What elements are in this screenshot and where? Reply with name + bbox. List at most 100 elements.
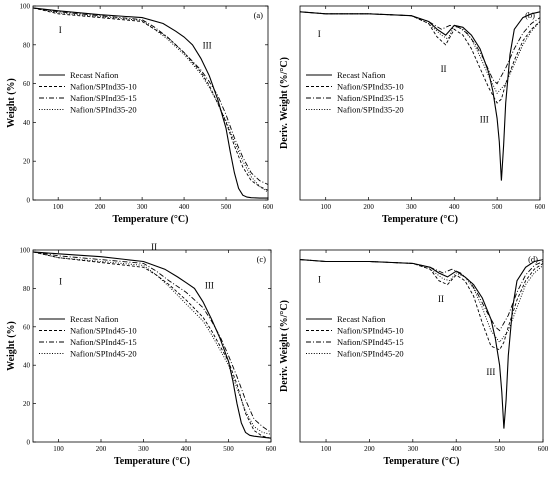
plot-frame bbox=[299, 249, 544, 443]
region-label: I bbox=[59, 25, 62, 35]
legend-entry: Recast Nafion bbox=[70, 314, 119, 324]
y-tick-label: 60 bbox=[23, 80, 31, 88]
region-label: II bbox=[438, 294, 444, 304]
region-label: III bbox=[205, 280, 214, 290]
x-tick-label: 300 bbox=[408, 445, 419, 453]
y-tick-label: 80 bbox=[23, 285, 31, 293]
x-tick-label: 200 bbox=[95, 203, 106, 211]
legend-entry: Nafion/SPInd45-10 bbox=[337, 326, 404, 336]
x-tick-label: 500 bbox=[223, 445, 234, 453]
series-line-0 bbox=[299, 11, 541, 181]
y-tick-label: 0 bbox=[27, 439, 31, 447]
x-tick-label: 600 bbox=[263, 203, 274, 211]
legend: Recast NafionNafion/SPInd35-10Nafion/SPI… bbox=[39, 70, 137, 115]
plot-frame bbox=[299, 5, 541, 201]
panel-d: 100 200 300 400 500 600 Temperature (°C) Deriv.… bbox=[279, 249, 549, 467]
series-line-1 bbox=[32, 251, 272, 439]
series-line-1 bbox=[32, 7, 269, 191]
y-tick-label: 60 bbox=[23, 323, 31, 331]
x-axis-label: Temperature (°C) bbox=[384, 456, 460, 467]
panel-a: 100 200 300 400 500 600 0 20 40 60 80 100 Temperatur… bbox=[6, 3, 274, 226]
region-label: III bbox=[203, 41, 212, 51]
x-tick-label: 400 bbox=[451, 445, 462, 453]
x-tick-label: 300 bbox=[138, 445, 149, 453]
x-tick-label: 100 bbox=[320, 203, 331, 211]
legend: Recast NafionNafion/SPInd45-10Nafion/SPI… bbox=[306, 314, 404, 359]
y-tick-label: 20 bbox=[23, 158, 31, 166]
x-tick-label: 400 bbox=[179, 203, 190, 211]
x-axis-label: Temperature (°C) bbox=[382, 214, 458, 225]
series-line-2 bbox=[299, 259, 544, 332]
series-line-1 bbox=[299, 11, 541, 104]
series-line-3 bbox=[32, 7, 269, 193]
region-label: I bbox=[318, 275, 321, 285]
series-line-2 bbox=[32, 7, 269, 185]
legend-entry: Nafion/SPInd45-15 bbox=[70, 337, 137, 347]
region-label: II bbox=[151, 242, 157, 252]
legend-entry: Nafion/SPInd35-15 bbox=[70, 93, 137, 103]
x-tick-label: 500 bbox=[221, 203, 232, 211]
y-axis-label: Weight (%) bbox=[6, 321, 17, 371]
series-line-2 bbox=[299, 11, 541, 85]
region-label: III bbox=[480, 114, 489, 124]
panel-b: 100 200 300 400 500 600 Temperature (°C) Deriv.… bbox=[279, 5, 546, 225]
series-line-3 bbox=[299, 11, 541, 95]
legend-entry: Nafion/SPInd45-15 bbox=[337, 337, 404, 347]
legend-entry: Nafion/SPInd35-10 bbox=[337, 82, 404, 92]
x-axis-label: Temperature (°C) bbox=[114, 456, 190, 467]
y-tick-label: 100 bbox=[20, 247, 31, 255]
x-tick-label: 400 bbox=[181, 445, 192, 453]
legend-entry: Nafion/SPInd35-20 bbox=[70, 105, 137, 115]
y-tick-label: 80 bbox=[23, 41, 31, 49]
legend-entry: Nafion/SPInd35-10 bbox=[70, 82, 137, 92]
x-tick-label: 400 bbox=[449, 203, 460, 211]
legend-entry: Recast Nafion bbox=[337, 70, 386, 80]
panel-label: (b) bbox=[525, 10, 535, 20]
x-tick-label: 200 bbox=[364, 445, 375, 453]
x-tick-label: 300 bbox=[406, 203, 417, 211]
x-axis-label: Temperature (°C) bbox=[113, 214, 189, 225]
region-label: I bbox=[318, 29, 321, 39]
y-axis-label: Weight (%) bbox=[6, 78, 17, 128]
region-label: II bbox=[441, 64, 447, 74]
legend-entry: Recast Nafion bbox=[337, 314, 386, 324]
legend: Recast NafionNafion/SPInd35-10Nafion/SPI… bbox=[306, 70, 404, 115]
panel-label: (a) bbox=[254, 10, 264, 20]
y-tick-label: 40 bbox=[23, 119, 31, 127]
region-label: I bbox=[59, 277, 62, 287]
y-tick-label: 40 bbox=[23, 362, 31, 370]
legend-entry: Nafion/SPInd45-10 bbox=[70, 326, 137, 336]
x-tick-label: 500 bbox=[494, 445, 505, 453]
legend: Recast Nafion Nafion/SPInd45-10Nafion/SPI… bbox=[39, 314, 137, 359]
plot-frame bbox=[32, 249, 272, 443]
legend-entry: Nafion/SPInd35-20 bbox=[337, 105, 404, 115]
x-tick-label: 600 bbox=[266, 445, 277, 453]
panel-c: 100 200 300 400 500 600 0 20 40 60 80 100 Temperatur… bbox=[6, 242, 277, 467]
y-tick-label: 100 bbox=[20, 3, 31, 11]
x-tick-label: 200 bbox=[96, 445, 107, 453]
legend-entry: Nafion/SPInd35-15 bbox=[337, 93, 404, 103]
series-line-0 bbox=[32, 7, 268, 199]
region-label: III bbox=[486, 367, 495, 377]
panel-label: (d) bbox=[528, 254, 538, 264]
x-tick-label: 500 bbox=[492, 203, 503, 211]
series-line-3 bbox=[32, 251, 272, 435]
x-tick-label: 100 bbox=[53, 445, 64, 453]
plot-frame bbox=[32, 5, 269, 201]
x-tick-label: 600 bbox=[538, 445, 549, 453]
y-axis-label: Deriv. Weight (%/°C) bbox=[279, 300, 290, 392]
series-line-2 bbox=[32, 251, 272, 433]
x-tick-label: 100 bbox=[53, 203, 64, 211]
y-tick-label: 0 bbox=[27, 197, 31, 205]
x-tick-label: 200 bbox=[363, 203, 374, 211]
x-tick-label: 100 bbox=[321, 445, 332, 453]
panel-label: (c) bbox=[257, 254, 267, 264]
y-tick-label: 20 bbox=[23, 400, 31, 408]
x-tick-label: 600 bbox=[535, 203, 546, 211]
legend-entry: Nafion/SPInd45-20 bbox=[337, 349, 404, 359]
legend-entry: Recast Nafion bbox=[70, 70, 119, 80]
x-tick-label: 300 bbox=[137, 203, 148, 211]
y-axis-label: Deriv. Weight (%/°C) bbox=[279, 57, 290, 149]
series-line-0 bbox=[32, 251, 272, 439]
